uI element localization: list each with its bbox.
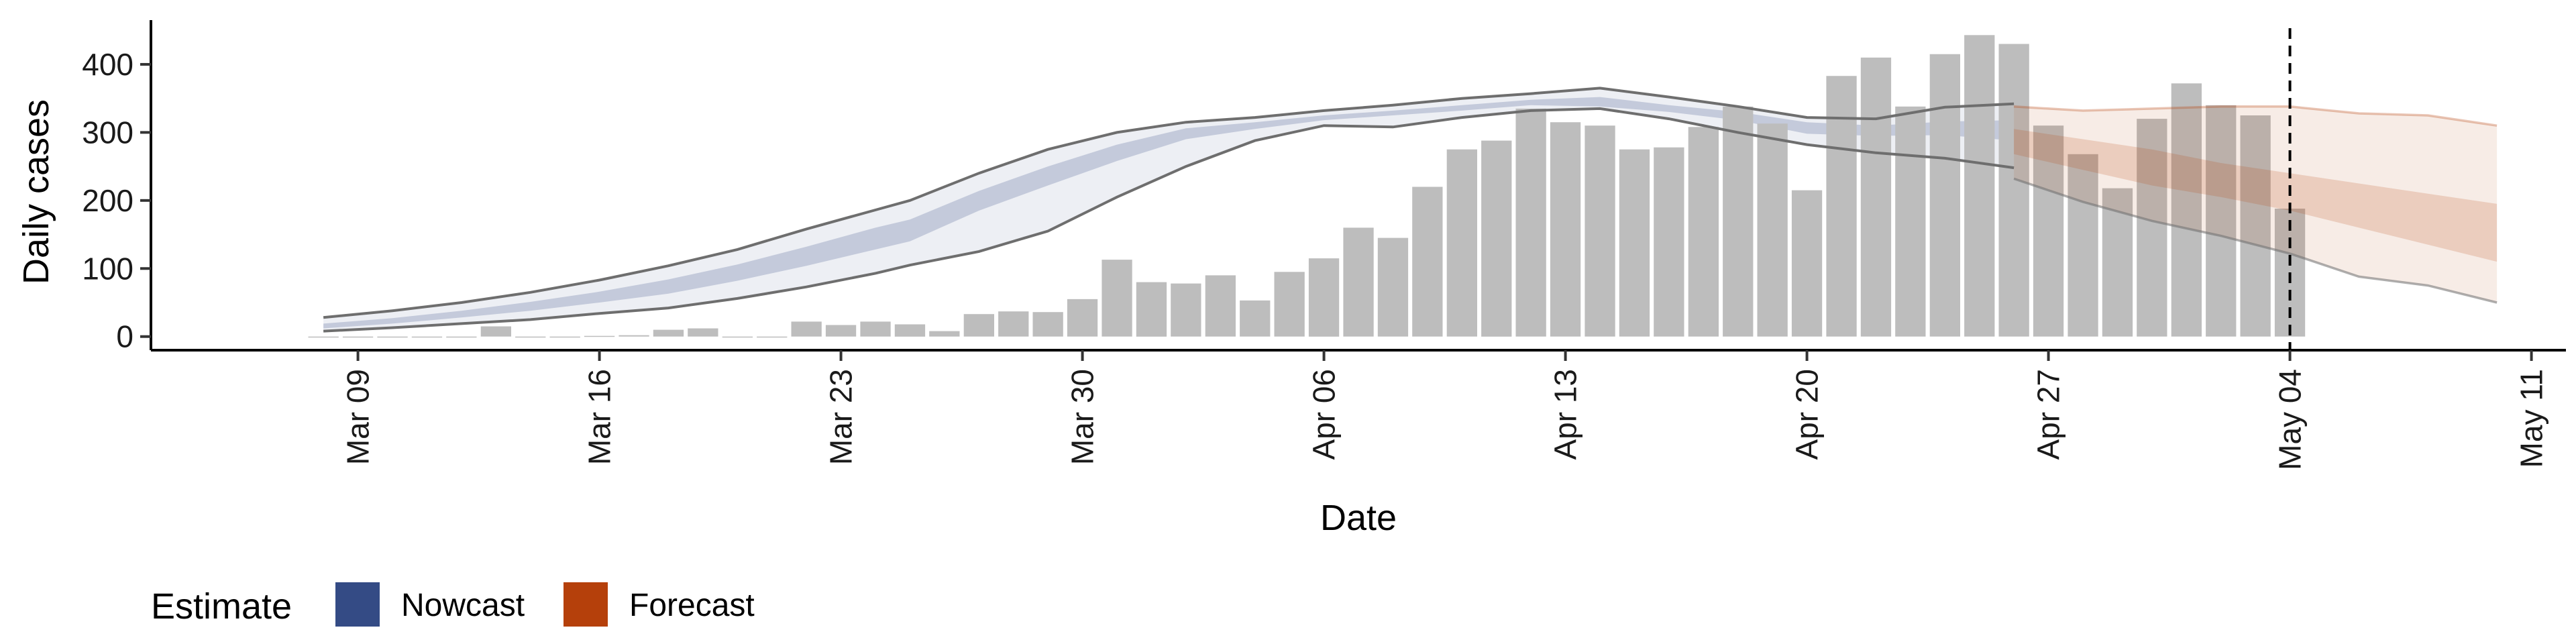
case-bar xyxy=(1723,106,1754,337)
forecast-90-band xyxy=(2014,106,2498,303)
case-bar xyxy=(1032,312,1063,337)
x-tick-label: Mar 09 xyxy=(341,369,376,465)
case-bar xyxy=(411,336,443,338)
nowcast-90-band xyxy=(323,88,2015,331)
legend-swatch-forecast xyxy=(564,582,608,627)
case-bar xyxy=(1067,299,1098,337)
forecast-bands xyxy=(2014,106,2498,303)
case-bar xyxy=(549,336,580,338)
y-tick-label: 300 xyxy=(82,115,133,150)
case-bar xyxy=(2240,115,2271,337)
case-bar xyxy=(377,336,408,338)
case-bar xyxy=(929,331,960,337)
case-bar xyxy=(1308,258,1340,337)
case-bar xyxy=(653,329,684,337)
case-bar xyxy=(2171,83,2202,337)
case-bar xyxy=(1136,282,1167,337)
x-axis-ticks: Mar 09 Mar 16 Mar 23 Mar 30 Apr 06 Apr 13 Apr … xyxy=(341,350,2549,470)
y-tick-label: 400 xyxy=(82,47,133,82)
forecast-lower-line xyxy=(2013,177,2498,304)
case-bar xyxy=(2137,119,2167,337)
case-bar xyxy=(1619,149,1650,337)
case-bar xyxy=(1964,35,1995,337)
case-bar xyxy=(825,325,857,337)
case-bar xyxy=(2206,105,2237,337)
x-tick-label: Mar 30 xyxy=(1065,369,1100,465)
x-tick-label: May 04 xyxy=(2273,369,2308,470)
case-bar xyxy=(584,335,615,337)
nowcast-50-band xyxy=(323,97,2015,329)
case-bar xyxy=(791,321,822,337)
case-bar xyxy=(894,324,926,337)
case-bar xyxy=(342,336,374,338)
y-axis-ticks: 0 100 200 300 400 xyxy=(82,47,151,354)
case-bar xyxy=(1481,140,1512,337)
case-bar xyxy=(2033,125,2064,337)
case-bar xyxy=(1274,272,1305,337)
case-bar xyxy=(1171,283,1201,337)
y-tick-label: 0 xyxy=(116,319,133,354)
case-bar xyxy=(860,321,891,337)
case-bar xyxy=(1791,190,1823,337)
x-tick-label: Mar 16 xyxy=(582,369,617,465)
case-bar xyxy=(688,328,718,337)
case-bar xyxy=(2102,188,2133,337)
case-bar xyxy=(1446,149,1477,337)
x-tick-label: Apr 13 xyxy=(1548,369,1583,460)
case-bar xyxy=(1412,186,1443,337)
case-bar xyxy=(308,336,339,338)
case-bar xyxy=(1515,108,1546,337)
case-bar xyxy=(1757,123,1788,337)
case-bar xyxy=(1929,54,1960,337)
y-tick-label: 100 xyxy=(82,251,133,286)
x-axis-title: Date xyxy=(1320,498,1397,538)
case-bar xyxy=(1895,106,1926,337)
case-bar xyxy=(963,314,994,337)
case-bar xyxy=(1102,260,1132,337)
x-tick-label: Apr 20 xyxy=(1790,369,1825,460)
x-tick-label: May 11 xyxy=(2514,369,2549,468)
case-bar xyxy=(1688,127,1719,337)
x-tick-label: Apr 06 xyxy=(1307,369,1342,460)
case-bar xyxy=(515,336,546,338)
observed-case-bars xyxy=(308,35,2306,338)
case-bar xyxy=(1550,122,1581,337)
axes xyxy=(150,20,2566,352)
case-bar xyxy=(722,336,753,338)
case-bar xyxy=(757,336,788,338)
legend: Estimate Nowcast Forecast xyxy=(151,582,755,627)
case-bar xyxy=(1205,275,1236,337)
case-bar xyxy=(1585,125,1615,337)
case-bar xyxy=(998,311,1029,337)
case-bar xyxy=(480,326,511,337)
nowcast-lower-line xyxy=(323,107,2015,333)
nowcast-bands xyxy=(323,88,2015,331)
case-bar xyxy=(1654,147,1684,337)
case-bar xyxy=(1377,237,1409,337)
forecast-50-band xyxy=(2014,129,2498,262)
case-bar xyxy=(2068,154,2098,337)
band-outlines xyxy=(323,87,2498,333)
y-tick-label: 200 xyxy=(82,183,133,218)
case-bar xyxy=(1998,44,2029,337)
case-bar xyxy=(1860,57,1892,337)
legend-title: Estimate xyxy=(151,586,292,627)
legend-label-forecast: Forecast xyxy=(629,588,755,623)
legend-swatch-nowcast xyxy=(335,582,380,627)
case-bar xyxy=(619,335,649,337)
case-bar xyxy=(446,336,477,338)
forecast-upper-line xyxy=(2013,105,2498,127)
x-tick-label: Mar 23 xyxy=(824,369,859,465)
nowcast-upper-line xyxy=(323,87,2015,319)
case-bar xyxy=(1240,300,1271,337)
case-bar xyxy=(1343,227,1374,337)
legend-label-nowcast: Nowcast xyxy=(401,588,525,623)
case-bar xyxy=(1826,76,1857,337)
y-axis-title: Daily cases xyxy=(16,99,56,284)
x-tick-label: Apr 27 xyxy=(2031,369,2066,460)
